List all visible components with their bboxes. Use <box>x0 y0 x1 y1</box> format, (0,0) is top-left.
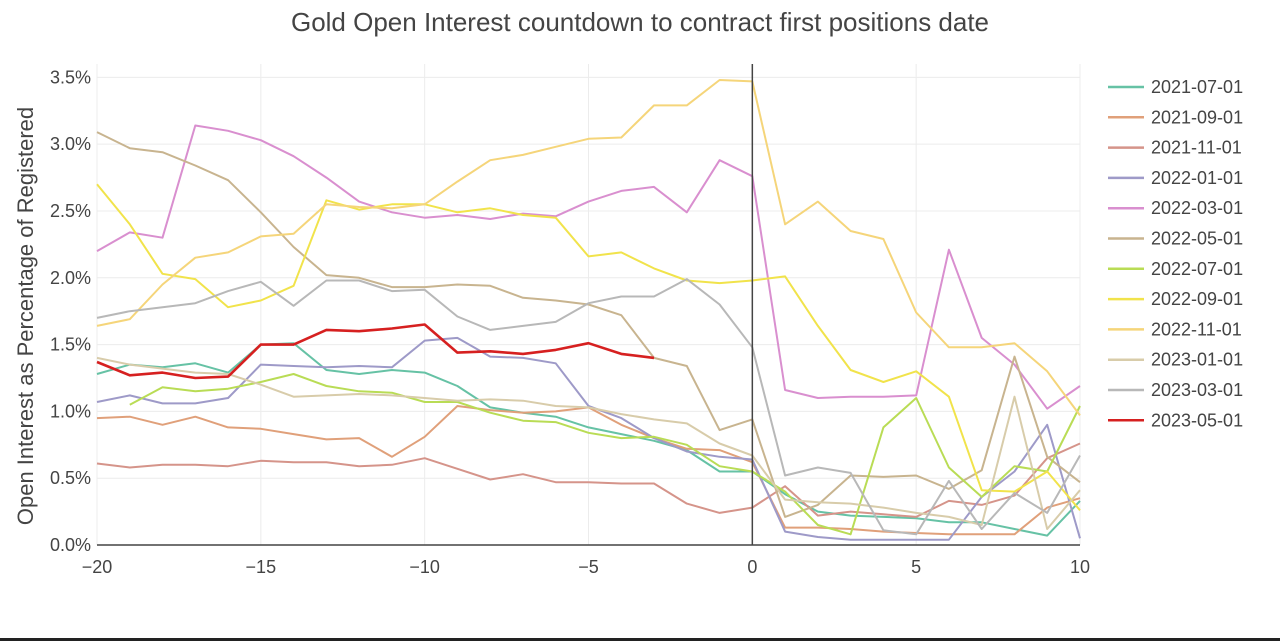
legend-item-2023-03-01[interactable]: 2023-03-01 <box>1108 380 1243 400</box>
x-tick-label: 5 <box>911 557 921 577</box>
legend-label: 2022-09-01 <box>1151 289 1243 309</box>
series-group <box>96 79 1081 541</box>
legend-label: 2022-03-01 <box>1151 198 1243 218</box>
chart-title: Gold Open Interest countdown to contract… <box>291 7 989 37</box>
series-line-2022-07-01 <box>129 373 1081 536</box>
series-line-2022-03-01 <box>96 124 1081 410</box>
legend-item-2021-11-01[interactable]: 2021-11-01 <box>1108 138 1242 158</box>
y-tick-label: 1.0% <box>50 401 91 421</box>
legend-label: 2022-01-01 <box>1151 168 1243 188</box>
y-tick-label: 0.5% <box>50 468 91 488</box>
series-line-2022-11-01 <box>96 79 1081 416</box>
y-axis-label: Open Interest as Percentage of Registere… <box>13 107 38 525</box>
legend-item-2022-01-01[interactable]: 2022-01-01 <box>1108 168 1243 188</box>
series-line-2021-11-01 <box>96 442 1081 518</box>
x-tick-label: 0 <box>747 557 757 577</box>
legend-label: 2021-11-01 <box>1151 138 1242 158</box>
legend-item-2023-05-01[interactable]: 2023-05-01 <box>1108 410 1243 430</box>
legend-item-2023-01-01[interactable]: 2023-01-01 <box>1108 350 1243 370</box>
legend-item-2022-03-01[interactable]: 2022-03-01 <box>1108 198 1243 218</box>
legend-label: 2022-07-01 <box>1151 259 1243 279</box>
legend-item-2021-09-01[interactable]: 2021-09-01 <box>1108 107 1243 127</box>
legend-label: 2021-09-01 <box>1151 107 1243 127</box>
legend-label: 2023-05-01 <box>1151 410 1243 430</box>
series-line-2022-01-01 <box>96 336 1081 541</box>
legend-item-2021-07-01[interactable]: 2021-07-01 <box>1108 77 1243 97</box>
legend-label: 2023-03-01 <box>1151 380 1243 400</box>
axes: −20 −15 −10 −5 0 5 10 0.0% 0.5% 1.0% 1.5% 2.0% 2.5% 3… <box>50 64 1090 577</box>
series-line-2023-05-01 <box>96 323 655 380</box>
x-tick-label: 10 <box>1070 557 1090 577</box>
legend-label: 2021-07-01 <box>1151 77 1243 97</box>
bottom-divider <box>0 638 1280 641</box>
y-tick-label: 3.0% <box>50 134 91 154</box>
legend-item-2022-11-01[interactable]: 2022-11-01 <box>1108 319 1242 339</box>
series-line-2023-03-01 <box>96 278 1081 536</box>
x-tick-label: −15 <box>246 557 277 577</box>
legend[interactable]: 2021-07-01 2021-09-01 2021-11-01 2022-01-01… <box>1108 77 1243 430</box>
legend-label: 2022-11-01 <box>1151 319 1242 339</box>
x-tick-label: −5 <box>578 557 599 577</box>
series-line-2022-09-01 <box>96 183 1081 511</box>
y-tick-label: 2.5% <box>50 201 91 221</box>
legend-label: 2022-05-01 <box>1151 229 1243 249</box>
legend-item-2022-07-01[interactable]: 2022-07-01 <box>1108 259 1243 279</box>
series-line-2023-01-01 <box>96 356 1081 530</box>
legend-label: 2023-01-01 <box>1151 350 1243 370</box>
y-tick-label: 1.5% <box>50 335 91 355</box>
y-tick-label: 3.5% <box>50 67 91 87</box>
y-tick-label: 2.0% <box>50 268 91 288</box>
legend-item-2022-05-01[interactable]: 2022-05-01 <box>1108 229 1243 249</box>
series-line-2022-05-01 <box>96 131 1081 518</box>
legend-item-2022-09-01[interactable]: 2022-09-01 <box>1108 289 1243 309</box>
x-tick-label: −20 <box>82 557 113 577</box>
x-tick-label: −10 <box>409 557 440 577</box>
y-tick-label: 0.0% <box>50 535 91 555</box>
